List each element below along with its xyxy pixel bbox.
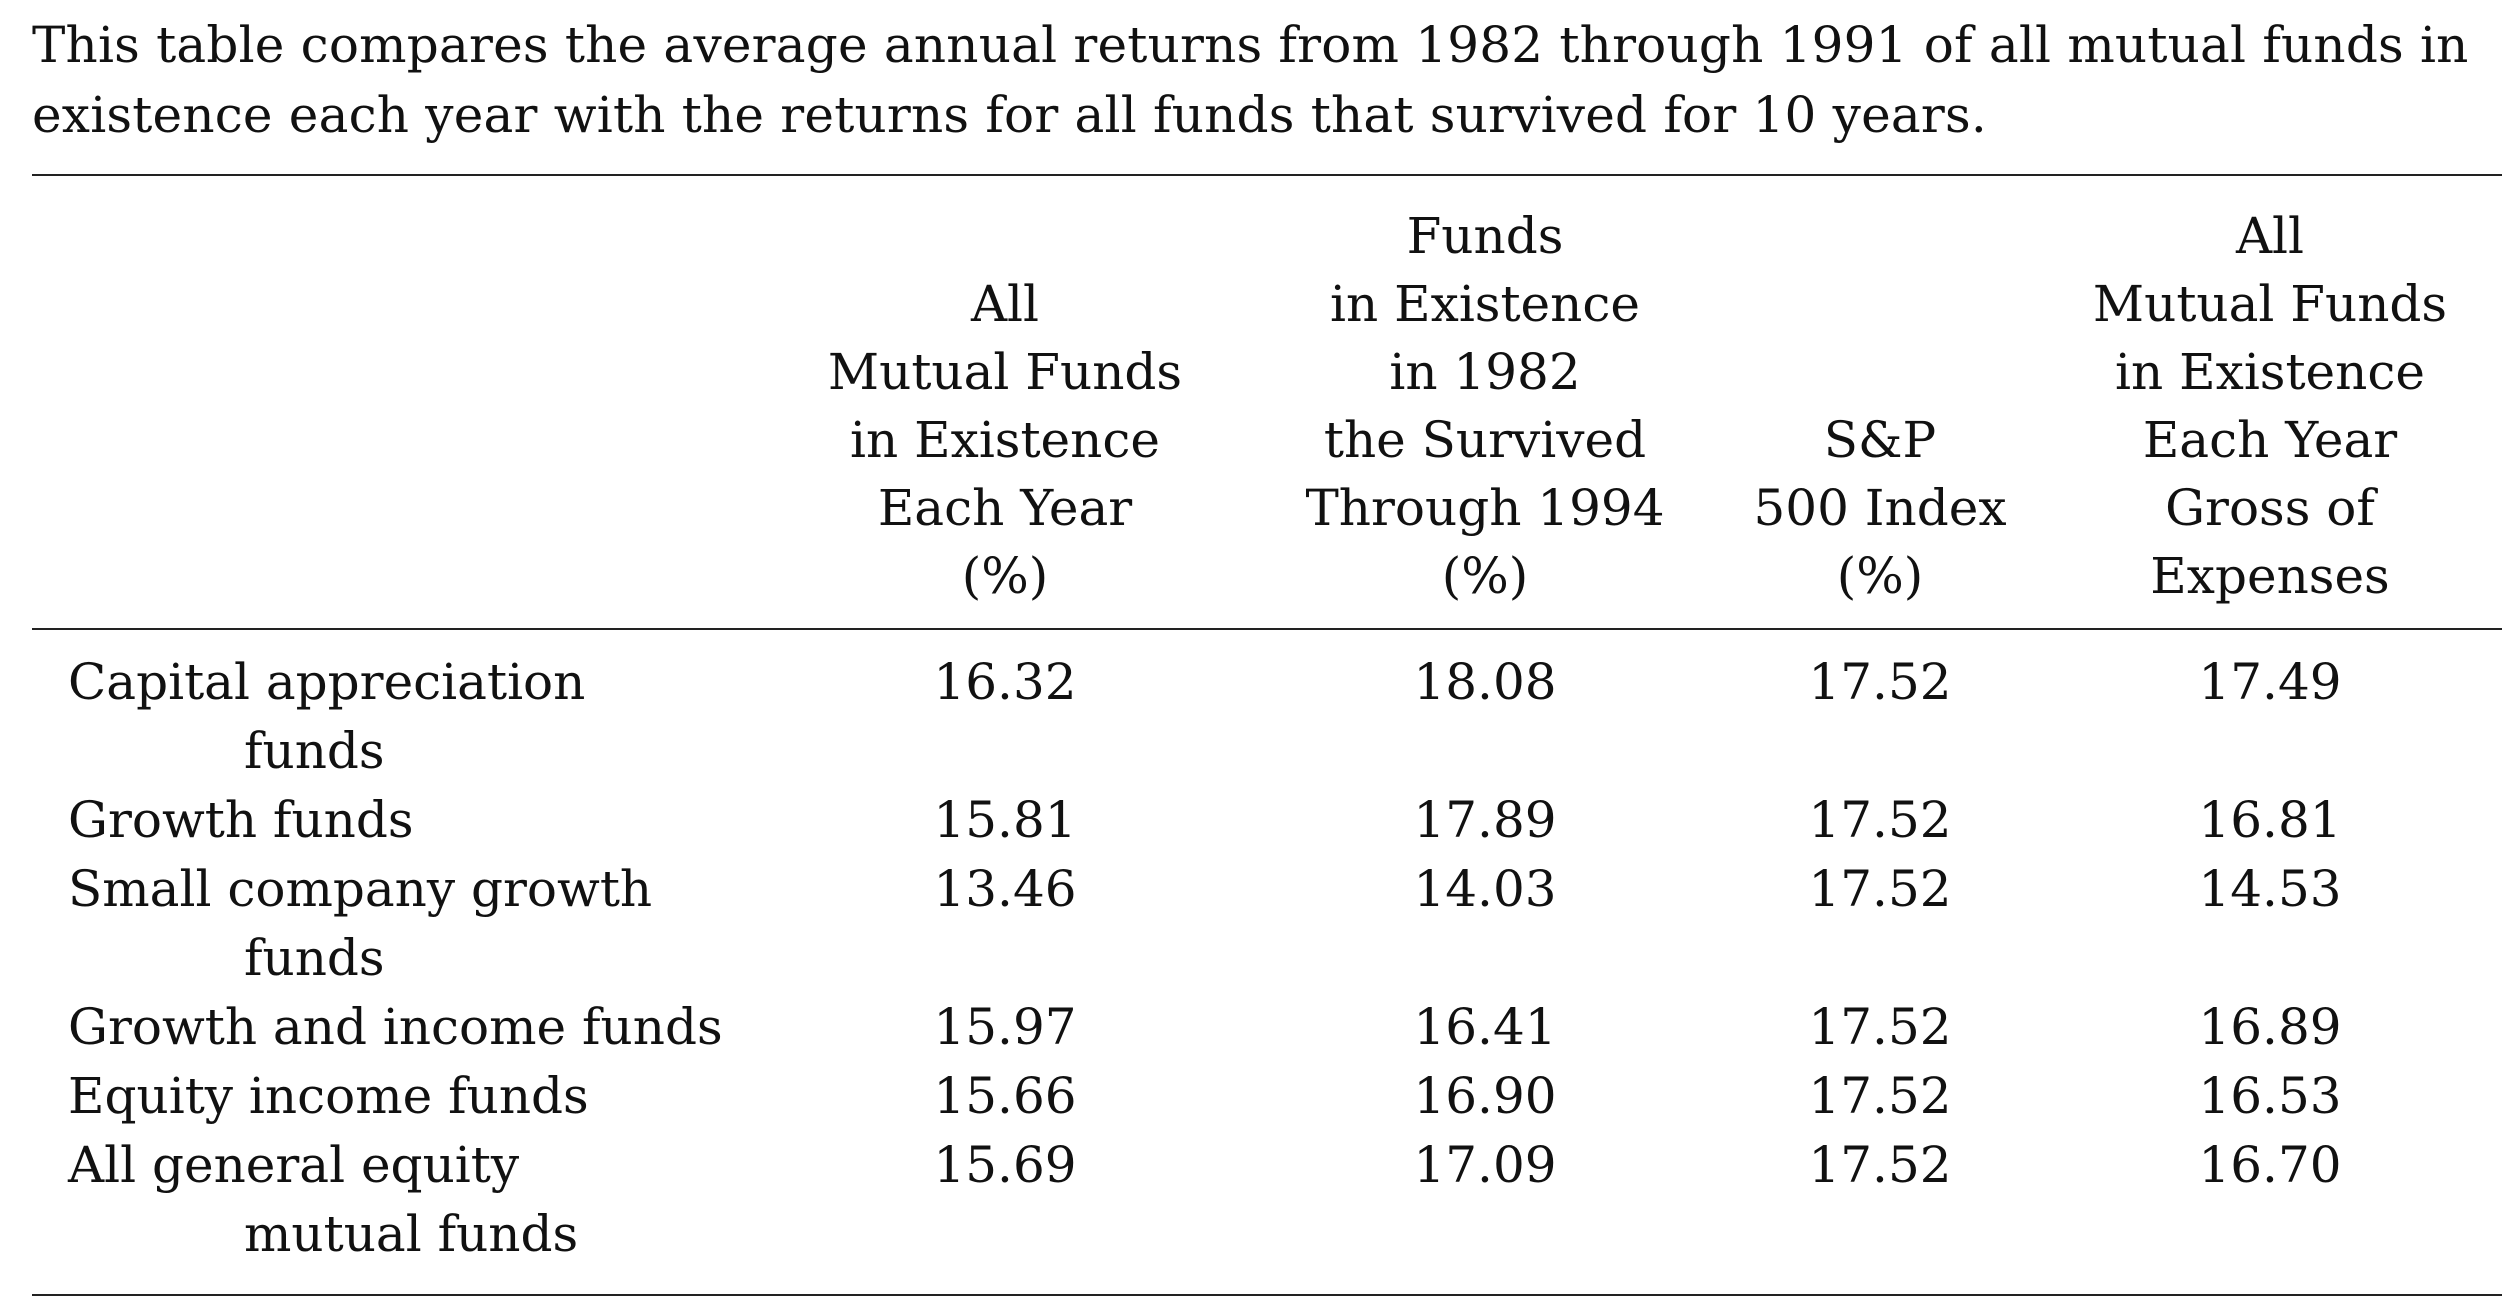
table-cell: 13.46	[933, 860, 1077, 918]
header-line: Funds	[1406, 207, 1564, 265]
table-row: Growth funds 15.81 17.89 17.52 16.81	[0, 786, 2514, 855]
header-line: S&P	[1823, 411, 1937, 469]
header-line: All	[970, 275, 1040, 333]
header-line: in 1982	[1389, 343, 1581, 401]
header-line: in Existence	[1330, 275, 1640, 333]
row-label-line: All general equity	[68, 1136, 520, 1194]
caption-line-1: This table compares the average annual r…	[32, 16, 2469, 74]
header-rule	[32, 628, 2502, 630]
table-cell: 16.81	[2198, 791, 2342, 849]
table-cell: 14.03	[1413, 860, 1557, 918]
header-line: Gross of	[2165, 479, 2375, 537]
table-cell: 17.52	[1808, 998, 1952, 1056]
table-cell: 16.53	[2198, 1067, 2342, 1125]
row-label: Small company growth funds	[68, 855, 768, 993]
row-label-line: Growth and income funds	[68, 998, 723, 1056]
header-line: Expenses	[2150, 547, 2390, 605]
header-line: (%)	[1836, 547, 1924, 605]
table-cell: 14.53	[2198, 860, 2342, 918]
header-line: the Survived	[1323, 411, 1647, 469]
row-label-line: funds	[244, 722, 385, 780]
top-rule	[32, 174, 2502, 176]
row-label-line: funds	[244, 929, 385, 987]
table-cell: 17.52	[1808, 1067, 1952, 1125]
row-label: Capital appreciation funds	[68, 648, 768, 786]
header-line: Each Year	[2142, 411, 2398, 469]
table-cell: 16.89	[2198, 998, 2342, 1056]
column-header-sp500: S&P 500 Index (%)	[1680, 200, 2080, 610]
table-cell: 17.52	[1808, 653, 1952, 711]
row-label: Equity income funds	[68, 1062, 768, 1131]
table-row: Capital appreciation funds 16.32 18.08 1…	[0, 648, 2514, 786]
table-cell: 17.49	[2198, 653, 2342, 711]
table-cell: 15.66	[933, 1067, 1077, 1125]
table-cell: 16.70	[2198, 1136, 2342, 1194]
header-line: Through 1994	[1305, 479, 1665, 537]
row-label: All general equity mutual funds	[68, 1131, 768, 1269]
table-cell: 17.52	[1808, 791, 1952, 849]
header-line: Each Year	[877, 479, 1133, 537]
row-label-line: Equity income funds	[68, 1067, 589, 1125]
header-line: All	[2235, 207, 2305, 265]
table-cell: 18.08	[1413, 653, 1557, 711]
row-label-line: Small company growth	[68, 860, 653, 918]
table-cell: 17.52	[1808, 860, 1952, 918]
table-row: Growth and income funds 15.97 16.41 17.5…	[0, 993, 2514, 1062]
table-caption: This table compares the average annual r…	[32, 10, 2502, 150]
header-line: Mutual Funds	[2092, 275, 2448, 333]
header-line: Mutual Funds	[827, 343, 1183, 401]
table-cell: 15.69	[933, 1136, 1077, 1194]
table-cell: 15.97	[933, 998, 1077, 1056]
header-line: in Existence	[850, 411, 1160, 469]
table-cell: 16.90	[1413, 1067, 1557, 1125]
row-label-line: Capital appreciation	[68, 653, 586, 711]
table-cell: 17.89	[1413, 791, 1557, 849]
table-cell: 17.52	[1808, 1136, 1952, 1194]
row-label: Growth funds	[68, 786, 768, 855]
table-cell: 16.41	[1413, 998, 1557, 1056]
table-cell: 16.32	[933, 653, 1077, 711]
row-label: Growth and income funds	[68, 993, 768, 1062]
table-cell: 17.09	[1413, 1136, 1557, 1194]
header-line: 500 Index	[1753, 479, 2007, 537]
table-body: Capital appreciation funds 16.32 18.08 1…	[0, 648, 2514, 1269]
header-line: in Existence	[2115, 343, 2425, 401]
table-row: Small company growth funds 13.46 14.03 1…	[0, 855, 2514, 993]
table-row: All general equity mutual funds 15.69 17…	[0, 1131, 2514, 1269]
row-label-line: mutual funds	[244, 1205, 579, 1263]
column-header-all-funds: All Mutual Funds in Existence Each Year …	[770, 200, 1240, 610]
column-header-gross-expenses: All Mutual Funds in Existence Each Year …	[2040, 200, 2500, 610]
header-line: (%)	[961, 547, 1049, 605]
bottom-rule	[32, 1294, 2502, 1296]
caption-line-2: existence each year with the returns for…	[32, 86, 1987, 144]
header-line: (%)	[1441, 547, 1529, 605]
column-header-survived-funds: Funds in Existence in 1982 the Survived …	[1240, 200, 1730, 610]
table-row: Equity income funds 15.66 16.90 17.52 16…	[0, 1062, 2514, 1131]
table-cell: 15.81	[933, 791, 1077, 849]
row-label-line: Growth funds	[68, 791, 414, 849]
